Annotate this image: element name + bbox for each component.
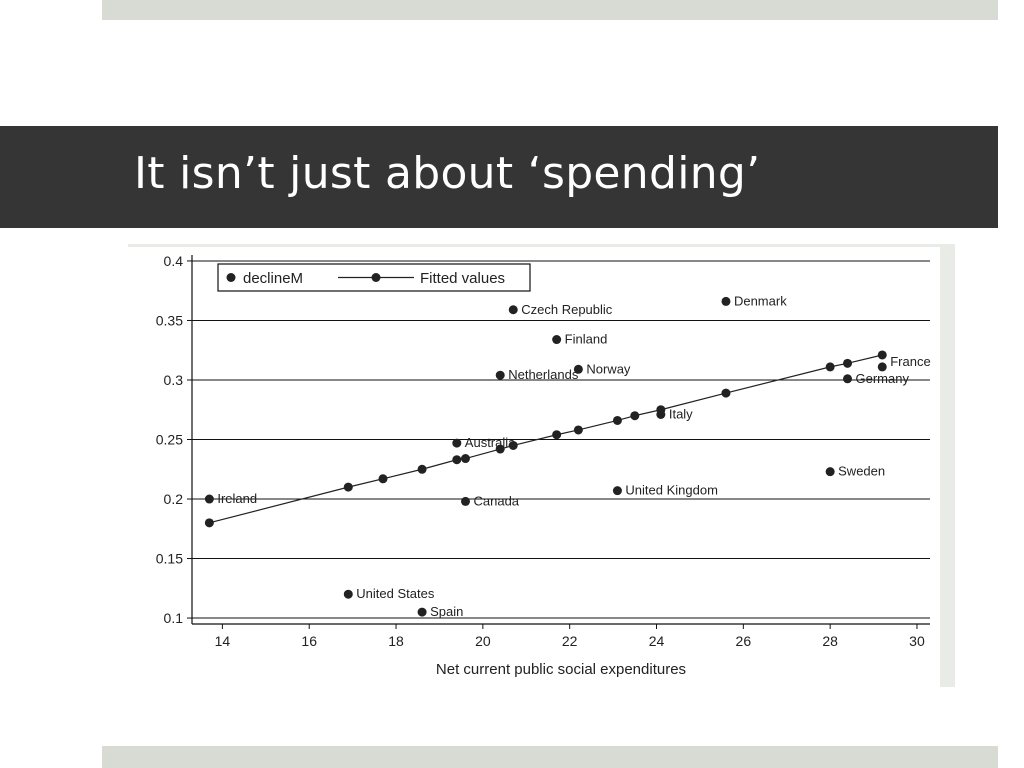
point-italy bbox=[656, 410, 666, 420]
slide-title: It isn’t just about ‘spending’ bbox=[134, 148, 761, 199]
title-band bbox=[0, 126, 998, 228]
fitted-point-15 bbox=[843, 358, 853, 368]
y-tick-label: 0.25 bbox=[156, 432, 183, 448]
fitted-point-0 bbox=[204, 518, 214, 528]
fitted-point-3 bbox=[417, 464, 427, 474]
fitted-point-2 bbox=[378, 474, 388, 484]
point-label: Netherlands bbox=[508, 367, 579, 382]
x-axis-label: Net current public social expenditures bbox=[436, 661, 686, 678]
y-tick-label: 0.15 bbox=[156, 551, 183, 567]
point-norway bbox=[573, 364, 583, 374]
point-label: Norway bbox=[586, 361, 631, 376]
bottom-accent-bar bbox=[102, 746, 998, 768]
point-label: Spain bbox=[430, 604, 463, 619]
x-tick-label: 14 bbox=[215, 633, 231, 649]
point-germany bbox=[843, 374, 853, 384]
y-tick-label: 0.4 bbox=[164, 253, 184, 269]
legend-marker-fitted bbox=[371, 273, 381, 282]
fitted-point-9 bbox=[573, 425, 583, 435]
point-australia bbox=[452, 438, 462, 448]
point-sweden bbox=[825, 467, 835, 477]
point-label: Sweden bbox=[838, 464, 885, 479]
point-canada bbox=[460, 496, 470, 506]
fitted-point-7 bbox=[508, 440, 518, 450]
x-tick-label: 30 bbox=[909, 633, 925, 649]
fitted-point-13 bbox=[721, 388, 731, 398]
fitted-point-11 bbox=[630, 411, 640, 421]
x-tick-label: 18 bbox=[388, 633, 404, 649]
point-label: Germany bbox=[856, 371, 910, 386]
point-spain bbox=[417, 607, 427, 617]
point-label: Canada bbox=[473, 493, 519, 508]
x-tick-label: 20 bbox=[475, 633, 491, 649]
legend-marker-declinem bbox=[226, 273, 236, 282]
point-label: Czech Republic bbox=[521, 302, 613, 317]
point-finland bbox=[552, 335, 562, 345]
legend-label-declinem: declineM bbox=[243, 270, 303, 287]
chart-container: 0.1 0.15 0.2 0.25 0.3 0.35 0.4 14 16 18 20 22 24 26 28… bbox=[128, 247, 940, 687]
fitted-point-8 bbox=[552, 430, 562, 440]
y-tick-label: 0.2 bbox=[164, 491, 184, 507]
fitted-point-5 bbox=[460, 454, 470, 464]
point-united-states bbox=[343, 589, 353, 599]
point-czech-republic bbox=[508, 305, 518, 315]
point-label: France bbox=[890, 354, 930, 369]
top-accent-bar bbox=[102, 0, 998, 20]
fitted-point-14 bbox=[825, 362, 835, 372]
point-label: Finland bbox=[565, 332, 608, 347]
point-label: United Kingdom bbox=[625, 483, 718, 498]
y-tick-label: 0.35 bbox=[156, 312, 183, 328]
scatter-chart: 0.1 0.15 0.2 0.25 0.3 0.35 0.4 14 16 18 20 22 24 26 28… bbox=[156, 253, 931, 678]
point-label: Denmark bbox=[734, 293, 787, 308]
point-label: United States bbox=[356, 586, 435, 601]
x-tick-label: 16 bbox=[301, 633, 317, 649]
y-tick-label: 0.3 bbox=[164, 372, 184, 388]
point-france bbox=[877, 362, 887, 372]
x-tick-label: 28 bbox=[822, 633, 838, 649]
x-tick-label: 26 bbox=[736, 633, 752, 649]
fitted-point-16 bbox=[877, 350, 887, 360]
legend-label-fitted: Fitted values bbox=[420, 270, 505, 287]
point-label: Italy bbox=[669, 407, 693, 422]
x-tick-label: 24 bbox=[649, 633, 665, 649]
fitted-point-10 bbox=[612, 415, 622, 425]
point-denmark bbox=[721, 296, 731, 306]
fitted-point-1 bbox=[343, 482, 353, 492]
fitted-point-6 bbox=[495, 444, 505, 454]
point-netherlands bbox=[495, 370, 505, 380]
point-label: Ireland bbox=[217, 491, 257, 506]
y-tick-label: 0.1 bbox=[164, 610, 184, 626]
x-tick-label: 22 bbox=[562, 633, 578, 649]
point-ireland bbox=[204, 494, 214, 504]
legend-box bbox=[217, 263, 531, 292]
fitted-point-4 bbox=[452, 455, 462, 465]
point-label: Australia bbox=[465, 435, 516, 450]
point-united-kingdom bbox=[612, 486, 622, 496]
